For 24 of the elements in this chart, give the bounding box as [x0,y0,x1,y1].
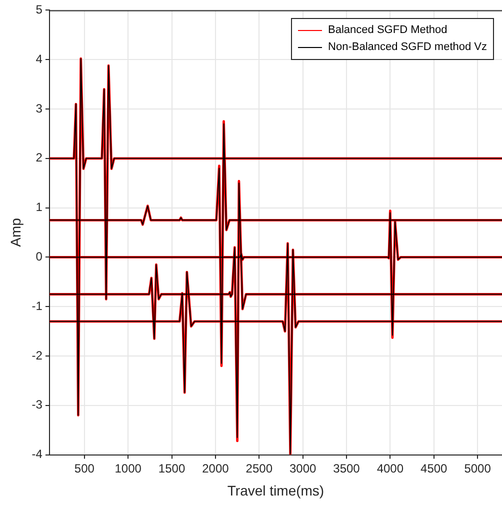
x-axis-title: Travel time(ms) [227,482,324,498]
y-tick-label: 1 [36,200,43,214]
x-tick-label: 3000 [289,461,316,476]
x-tick-label: 500 [74,461,95,476]
legend-label: Balanced SGFD Method [328,23,448,38]
y-tick-label: -2 [32,348,43,362]
y-tick-label: 3 [36,101,43,116]
x-tick-label: 4500 [420,461,448,476]
x-tick-label: 3500 [333,461,360,476]
y-tick-label: 4 [36,52,43,66]
legend-label: Non-Balanced SGFD method Vz [328,40,487,56]
x-tick-label: 1500 [158,461,186,476]
x-tick-label: 5000 [464,461,492,476]
y-tick-label: -4 [32,447,43,462]
y-tick-label: 0 [36,250,43,264]
y-tick-label: -3 [32,398,43,412]
x-tick-label: 4000 [376,461,404,476]
x-tick-label: 1000 [114,461,142,476]
y-tick-label: 2 [36,150,43,165]
y-tick-label: -1 [32,298,43,313]
x-tick-label: 2500 [246,461,273,476]
y-axis-title: Amp [7,218,24,247]
x-tick-label: 2000 [202,461,230,476]
y-tick-label: 5 [36,2,43,17]
